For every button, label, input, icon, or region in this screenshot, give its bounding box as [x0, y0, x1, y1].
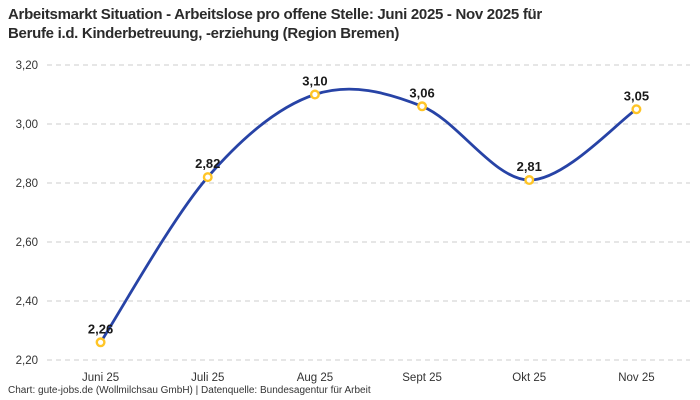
x-axis-tick-label: Juni 25	[82, 372, 119, 384]
y-axis-tick-label: 3,20	[16, 60, 38, 72]
data-point-label: 3,06	[409, 85, 434, 100]
x-axis-tick-label: Juli 25	[191, 372, 224, 384]
data-point-marker	[524, 175, 535, 186]
x-axis-tick-label: Okt 25	[512, 372, 546, 384]
data-point-label: 2,26	[88, 321, 113, 336]
data-line	[99, 87, 638, 344]
chart-title-line-1: Arbeitsmarkt Situation - Arbeitslose pro…	[8, 6, 542, 23]
data-point-label: 2,81	[517, 159, 542, 174]
chart-title-line-2: Berufe i.d. Kinderbetreuung, -erziehung …	[8, 25, 400, 42]
chart-title: Arbeitsmarkt Situation - Arbeitslose pro…	[8, 5, 542, 43]
y-axis-tick-label: 3,00	[16, 119, 38, 131]
y-axis-tick-label: 2,60	[16, 237, 38, 249]
data-point-marker	[631, 104, 642, 115]
data-point-marker	[202, 172, 213, 183]
chart-credit: Chart: gute-jobs.de (Wollmilchsau GmbH) …	[8, 385, 371, 396]
data-point-marker	[417, 101, 428, 112]
y-axis-tick-label: 2,20	[16, 355, 38, 367]
y-axis-tick-label: 2,80	[16, 178, 38, 190]
data-point-label: 3,05	[624, 88, 649, 103]
x-axis-tick-label: Aug 25	[297, 372, 333, 384]
x-axis-tick-label: Sept 25	[402, 372, 442, 384]
data-point-marker	[309, 89, 320, 100]
data-point-label: 2,82	[195, 156, 220, 171]
data-point-marker	[95, 337, 106, 348]
y-axis-tick-label: 2,40	[16, 296, 38, 308]
x-axis-tick-label: Nov 25	[618, 372, 654, 384]
data-point-label: 3,10	[302, 74, 327, 89]
